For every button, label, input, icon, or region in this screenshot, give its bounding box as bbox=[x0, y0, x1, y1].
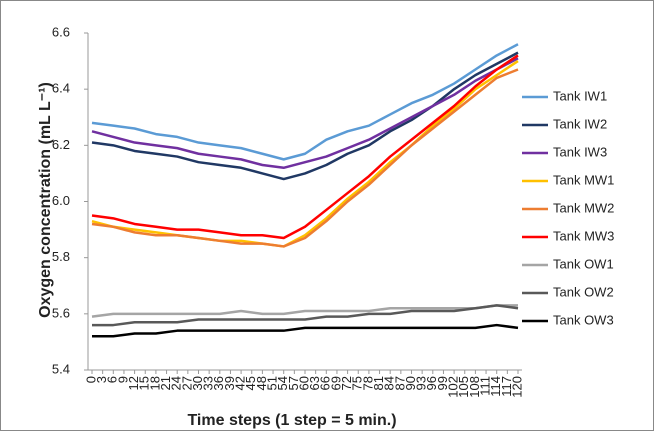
x-tick-label: 18 bbox=[147, 376, 162, 390]
series-line bbox=[91, 68, 519, 248]
x-tick-label: 21 bbox=[158, 376, 173, 390]
x-tick-label: 39 bbox=[222, 376, 237, 390]
y-tick-label: 5.6 bbox=[52, 305, 70, 320]
legend-label: Tank IW1 bbox=[553, 88, 607, 103]
x-tick-label: 15 bbox=[137, 376, 152, 390]
legend-label: Tank OW1 bbox=[553, 256, 614, 271]
x-tick-label: 117 bbox=[499, 376, 514, 397]
y-tick-label: 6.6 bbox=[52, 24, 70, 39]
x-tick-label: 120 bbox=[509, 376, 524, 398]
series-line bbox=[91, 60, 519, 248]
series-line bbox=[91, 57, 519, 170]
x-tick-label: 75 bbox=[350, 376, 365, 390]
x-tick-label: 81 bbox=[371, 376, 386, 390]
legend-label: Tank MW3 bbox=[553, 228, 614, 243]
x-tick-label: 0 bbox=[83, 376, 98, 383]
x-tick-label: 90 bbox=[403, 376, 418, 390]
x-tick-label: 114 bbox=[488, 376, 503, 397]
series-line bbox=[91, 54, 519, 240]
series-line bbox=[92, 323, 519, 338]
x-tick-label: 45 bbox=[243, 376, 258, 390]
legend-label: Tank MW1 bbox=[553, 172, 614, 187]
x-tick-label: 48 bbox=[254, 376, 269, 390]
x-tick-label: 72 bbox=[339, 376, 354, 390]
x-tick-label: 54 bbox=[275, 376, 290, 390]
x-tick-label: 99 bbox=[435, 376, 450, 390]
legend-label: Tank OW2 bbox=[553, 284, 614, 299]
series-line bbox=[91, 43, 519, 161]
y-tick-label: 6.4 bbox=[52, 81, 70, 96]
x-tick-label: 87 bbox=[392, 376, 407, 390]
x-tick-label: 102 bbox=[446, 376, 461, 398]
x-tick-label: 69 bbox=[328, 376, 343, 390]
series-line bbox=[92, 304, 519, 327]
x-tick-label: 36 bbox=[211, 376, 226, 390]
x-tick-label: 60 bbox=[296, 376, 311, 390]
x-tick-label: 111 bbox=[477, 376, 492, 396]
legend-label: Tank OW3 bbox=[553, 312, 614, 327]
x-tick-label: 84 bbox=[382, 376, 397, 390]
x-tick-label: 105 bbox=[456, 376, 471, 398]
series-line bbox=[91, 304, 518, 318]
x-tick-label: 27 bbox=[179, 376, 194, 390]
x-tick-label: 30 bbox=[190, 376, 205, 390]
x-tick-label: 24 bbox=[169, 376, 184, 390]
x-tick-label: 57 bbox=[286, 376, 301, 390]
x-tick-label: 33 bbox=[201, 376, 216, 390]
x-tick-label: 51 bbox=[264, 376, 279, 390]
series-line bbox=[91, 51, 519, 181]
x-tick-label: 66 bbox=[318, 376, 333, 390]
legend-label: Tank IW3 bbox=[553, 144, 607, 159]
x-tick-label: 96 bbox=[424, 376, 439, 390]
x-tick-label: 108 bbox=[467, 376, 482, 398]
x-tick-label: 93 bbox=[414, 376, 429, 390]
y-tick-label: 6.2 bbox=[52, 137, 70, 152]
x-tick-label: 63 bbox=[307, 376, 322, 390]
y-tick-label: 6.0 bbox=[52, 193, 70, 208]
y-tick-label: 5.8 bbox=[52, 249, 70, 264]
x-tick-label: 6 bbox=[105, 376, 120, 383]
x-tick-label: 12 bbox=[126, 376, 141, 390]
y-axis-label: Oxygen concentration (mL L⁻¹) bbox=[37, 82, 54, 318]
x-tick-label: 9 bbox=[115, 376, 130, 383]
x-tick-label: 42 bbox=[233, 376, 248, 390]
y-tick-label: 5.4 bbox=[52, 361, 70, 376]
legend-label: Tank IW2 bbox=[553, 116, 607, 131]
x-tick-label: 3 bbox=[94, 376, 109, 383]
x-tick-label: 78 bbox=[360, 376, 375, 390]
legend-label: Tank MW2 bbox=[553, 200, 614, 215]
x-axis-label: Time steps (1 step = 5 min.) bbox=[187, 412, 396, 429]
